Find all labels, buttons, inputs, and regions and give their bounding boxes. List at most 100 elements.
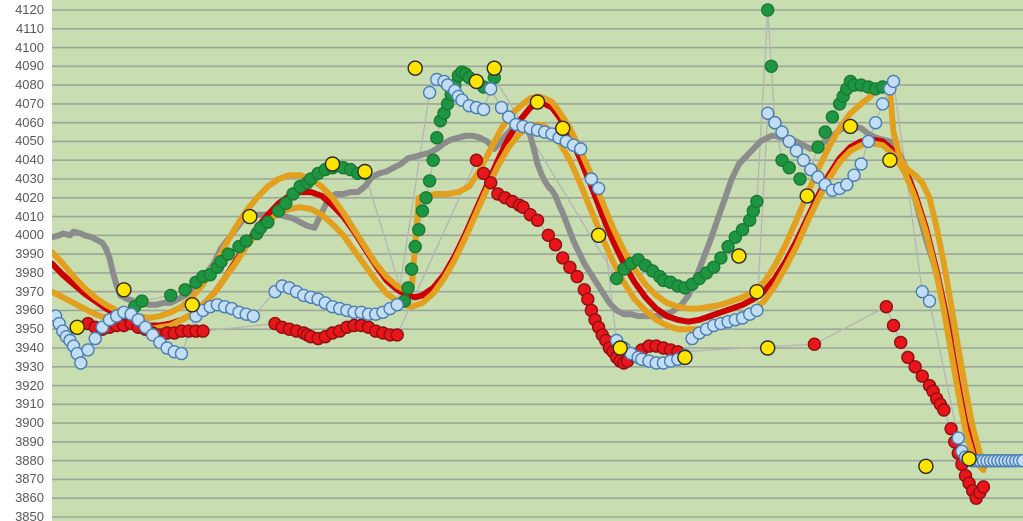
data-point-blue-markers — [922, 294, 937, 308]
data-point-green-markers — [415, 204, 430, 218]
y-axis-tick-label: 3910 — [15, 396, 44, 412]
data-point-blue-markers — [775, 125, 789, 139]
data-point-green-markers — [721, 239, 735, 254]
y-axis-tick-label: 3990 — [15, 246, 44, 262]
data-point-green-markers — [401, 281, 415, 295]
data-point-yellow-markers — [407, 60, 423, 76]
y-axis-tick-label: 3930 — [15, 358, 44, 374]
y-axis-tick-label: 3980 — [15, 264, 44, 280]
data-point-red-markers — [976, 480, 991, 494]
data-point-red-markers — [901, 350, 915, 365]
data-point-green-markers — [412, 222, 426, 237]
data-point-green-markers — [426, 153, 440, 167]
y-axis-tick-label: 4070 — [15, 95, 44, 111]
data-point-yellow-markers — [357, 163, 373, 180]
y-axis-tick-label: 3920 — [15, 377, 44, 393]
data-point-yellow-markers — [749, 284, 765, 300]
data-point-blue-markers — [761, 106, 775, 121]
data-point-green-markers — [279, 196, 293, 211]
data-point-blue-markers — [88, 331, 102, 346]
data-point-blue-markers — [840, 177, 854, 192]
data-point-yellow-markers — [324, 156, 341, 172]
data-point-blue-markers — [584, 172, 599, 186]
data-point-red-markers — [548, 237, 563, 252]
data-point-red-markers — [476, 166, 491, 181]
data-point-red-markers — [915, 369, 929, 383]
data-point-yellow-markers — [677, 349, 693, 366]
data-point-blue-markers — [574, 142, 588, 156]
data-point-red-markers — [530, 213, 545, 228]
data-point-blue-markers — [81, 343, 95, 357]
plot-svg — [52, 3, 1023, 518]
data-point-blue-markers — [951, 431, 965, 445]
data-point-green-markers — [707, 260, 721, 274]
data-point-green-markers — [793, 172, 807, 186]
data-point-red-markers — [908, 360, 922, 374]
data-point-red-markers — [581, 292, 595, 306]
data-point-blue-markers — [484, 82, 498, 96]
data-point-blue-markers — [876, 97, 890, 111]
data-point-yellow-markers — [555, 120, 571, 137]
y-axis-tick-label: 4020 — [15, 189, 44, 205]
data-point-blue-markers — [591, 181, 606, 196]
data-point-yellow-markers — [242, 208, 258, 225]
y-axis-tick-label: 4100 — [15, 39, 44, 55]
data-point-blue-markers — [789, 144, 804, 158]
data-point-green-markers — [408, 239, 422, 254]
data-point-yellow-markers — [486, 60, 502, 76]
data-point-blue-markers — [174, 346, 189, 361]
line-series-orange-upper-line — [52, 85, 987, 466]
data-point-green-markers — [761, 3, 775, 17]
data-point-red-markers — [807, 337, 822, 351]
data-point-blue-markers — [861, 134, 876, 149]
y-axis-tick-label: 4110 — [16, 20, 44, 36]
y-axis-tick-label: 3880 — [15, 452, 44, 468]
data-point-green-markers — [404, 262, 419, 276]
y-axis-tick-label: 3890 — [15, 433, 44, 449]
y-axis-labels: 4120 4110 4100 4090 4080 4070 4060 4050 4040 4030… — [0, 0, 48, 521]
data-point-blue-markers — [246, 309, 261, 323]
data-point-red-markers — [570, 269, 584, 284]
y-axis-tick-label: 4090 — [15, 58, 44, 74]
y-axis-tick-label: 4060 — [15, 114, 44, 130]
data-point-yellow-markers — [468, 73, 485, 90]
data-point-green-markers — [811, 140, 825, 154]
data-point-yellow-markers — [731, 248, 747, 264]
y-axis-tick-label: 3970 — [15, 283, 44, 299]
data-point-green-markers — [135, 294, 149, 308]
data-point-red-markers — [937, 403, 951, 417]
data-point-blue-markers — [796, 153, 811, 167]
y-axis-tick-label: 3950 — [15, 321, 44, 337]
data-point-green-markers — [714, 251, 728, 265]
data-point-green-markers — [419, 191, 433, 205]
data-point-blue-markers — [886, 74, 901, 89]
plot-area — [52, 0, 1023, 521]
data-point-blue-markers — [1016, 454, 1023, 468]
data-point-blue-markers — [868, 115, 883, 130]
data-point-green-markers — [818, 125, 832, 139]
data-point-green-markers — [825, 110, 840, 124]
data-point-green-markers — [221, 247, 235, 261]
data-point-red-markers — [390, 328, 404, 342]
data-point-green-markers — [764, 59, 778, 74]
data-point-green-markers — [261, 215, 275, 229]
data-point-blue-markers — [494, 100, 509, 115]
gridlines-group — [52, 9, 1023, 518]
data-point-green-markers — [178, 283, 192, 297]
y-axis-tick-label: 3940 — [15, 340, 44, 355]
data-point-green-markers — [735, 222, 750, 237]
data-point-yellow-markers — [882, 152, 898, 168]
y-axis-tick-label: 3870 — [15, 471, 44, 487]
data-point-blue-markers — [847, 168, 861, 182]
data-point-green-markers — [430, 130, 444, 145]
data-point-red-markers — [879, 300, 893, 314]
data-point-blue-markers — [768, 115, 782, 130]
data-point-green-markers — [609, 271, 624, 286]
data-point-blue-markers — [74, 356, 88, 370]
data-point-yellow-markers — [184, 297, 201, 313]
data-point-green-markers — [163, 288, 178, 303]
y-axis-tick-label: 3960 — [15, 302, 44, 318]
data-point-red-markers — [541, 228, 555, 243]
data-point-green-markers — [239, 234, 253, 248]
connector-green-markers — [134, 9, 883, 308]
